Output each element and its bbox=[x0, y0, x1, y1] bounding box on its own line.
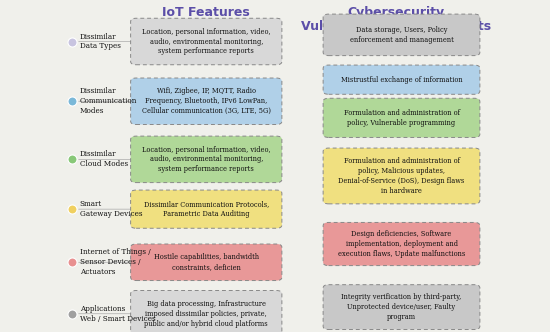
Text: Location, personal information, video,
audio, environmental monitoring,
system p: Location, personal information, video, a… bbox=[142, 145, 271, 173]
Text: Smart
Gateway Devices: Smart Gateway Devices bbox=[80, 200, 142, 218]
FancyBboxPatch shape bbox=[131, 244, 282, 281]
Text: Dissimilar Communication Protocols,
Parametric Data Auditing: Dissimilar Communication Protocols, Para… bbox=[144, 200, 269, 218]
FancyBboxPatch shape bbox=[131, 78, 282, 124]
Text: Data storage, Users, Policy
enforcement and management: Data storage, Users, Policy enforcement … bbox=[350, 26, 453, 44]
Text: Big data processing, Infrastructure
imposed dissimilar policies, private,
public: Big data processing, Infrastructure impo… bbox=[145, 300, 268, 328]
FancyBboxPatch shape bbox=[323, 222, 480, 266]
Text: Cybersecurity
Vulnerabilities and Threats: Cybersecurity Vulnerabilities and Threat… bbox=[301, 6, 491, 34]
Text: Formulation and administration of
policy, Vulnerable programming: Formulation and administration of policy… bbox=[344, 109, 459, 127]
FancyBboxPatch shape bbox=[323, 65, 480, 94]
Text: Mistrustful exchange of information: Mistrustful exchange of information bbox=[340, 76, 463, 84]
Text: Applications
Web / Smart Devices: Applications Web / Smart Devices bbox=[80, 305, 155, 323]
Text: IoT Features: IoT Features bbox=[162, 6, 250, 19]
Text: Integrity verification by third-party,
Unprotected device/user, Faulty
program: Integrity verification by third-party, U… bbox=[342, 293, 461, 321]
Text: Dissimilar
Data Types: Dissimilar Data Types bbox=[80, 33, 120, 50]
Text: Design deficiencies, Software
implementation, deployment and
execution flaws, Up: Design deficiencies, Software implementa… bbox=[338, 230, 465, 258]
Text: Dissimilar
Cloud Modes: Dissimilar Cloud Modes bbox=[80, 150, 128, 168]
FancyBboxPatch shape bbox=[131, 290, 282, 332]
FancyBboxPatch shape bbox=[131, 136, 282, 183]
FancyBboxPatch shape bbox=[323, 98, 480, 137]
FancyBboxPatch shape bbox=[323, 14, 480, 55]
Text: Hostile capabilities, bandwidth
constraints, deficien: Hostile capabilities, bandwidth constrai… bbox=[153, 253, 259, 271]
FancyBboxPatch shape bbox=[131, 18, 282, 65]
FancyBboxPatch shape bbox=[323, 285, 480, 329]
Text: Internet of Things /
Sensor Devices /
Actuators: Internet of Things / Sensor Devices / Ac… bbox=[80, 248, 151, 276]
Text: Dissimilar
Communication
Modes: Dissimilar Communication Modes bbox=[80, 87, 137, 115]
Text: Location, personal information, video,
audio, environmental monitoring,
system p: Location, personal information, video, a… bbox=[142, 28, 271, 55]
FancyBboxPatch shape bbox=[323, 148, 480, 204]
Text: Wifi, Zigbee, IP, MQTT, Radio
Frequency, Bluetooth, IPv6 LowPan,
Cellular commun: Wifi, Zigbee, IP, MQTT, Radio Frequency,… bbox=[142, 87, 271, 115]
Text: Formulation and administration of
policy, Malicious updates,
Denial-of-Service (: Formulation and administration of policy… bbox=[338, 157, 465, 195]
FancyBboxPatch shape bbox=[131, 190, 282, 228]
